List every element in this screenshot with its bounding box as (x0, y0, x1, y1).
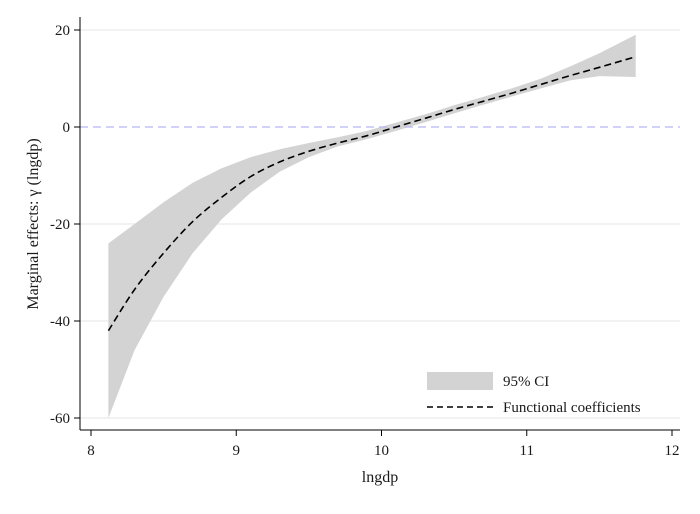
y-tick-label: -60 (50, 411, 70, 427)
x-tick-label: 12 (665, 443, 680, 459)
x-tick-label: 10 (374, 443, 389, 459)
legend-ci-swatch (427, 372, 493, 390)
y-tick-label: -40 (50, 314, 70, 330)
legend: 95% CI Functional coefficients (427, 372, 641, 416)
y-tick-label: 20 (55, 23, 70, 39)
x-tick-label: 9 (233, 443, 241, 459)
x-tick-label: 8 (87, 443, 95, 459)
legend-line-label: Functional coefficients (503, 400, 641, 416)
x-tick-label: 11 (520, 443, 534, 459)
y-axis-title: Marginal effects: γ (lngdp) (25, 138, 42, 309)
y-tick-label: -20 (50, 217, 70, 233)
ticks-layer: -60 -40 -20 0 20 8 9 10 11 12 (50, 23, 680, 459)
ci-band-layer (108, 34, 636, 419)
series-line-layer (107, 55, 636, 332)
legend-ci-label: 95% CI (503, 374, 549, 390)
x-axis-title: lngdp (362, 469, 398, 486)
y-tick-label: 0 (63, 120, 71, 136)
functional-coefficients-line (107, 55, 636, 332)
ci-band (108, 34, 636, 419)
